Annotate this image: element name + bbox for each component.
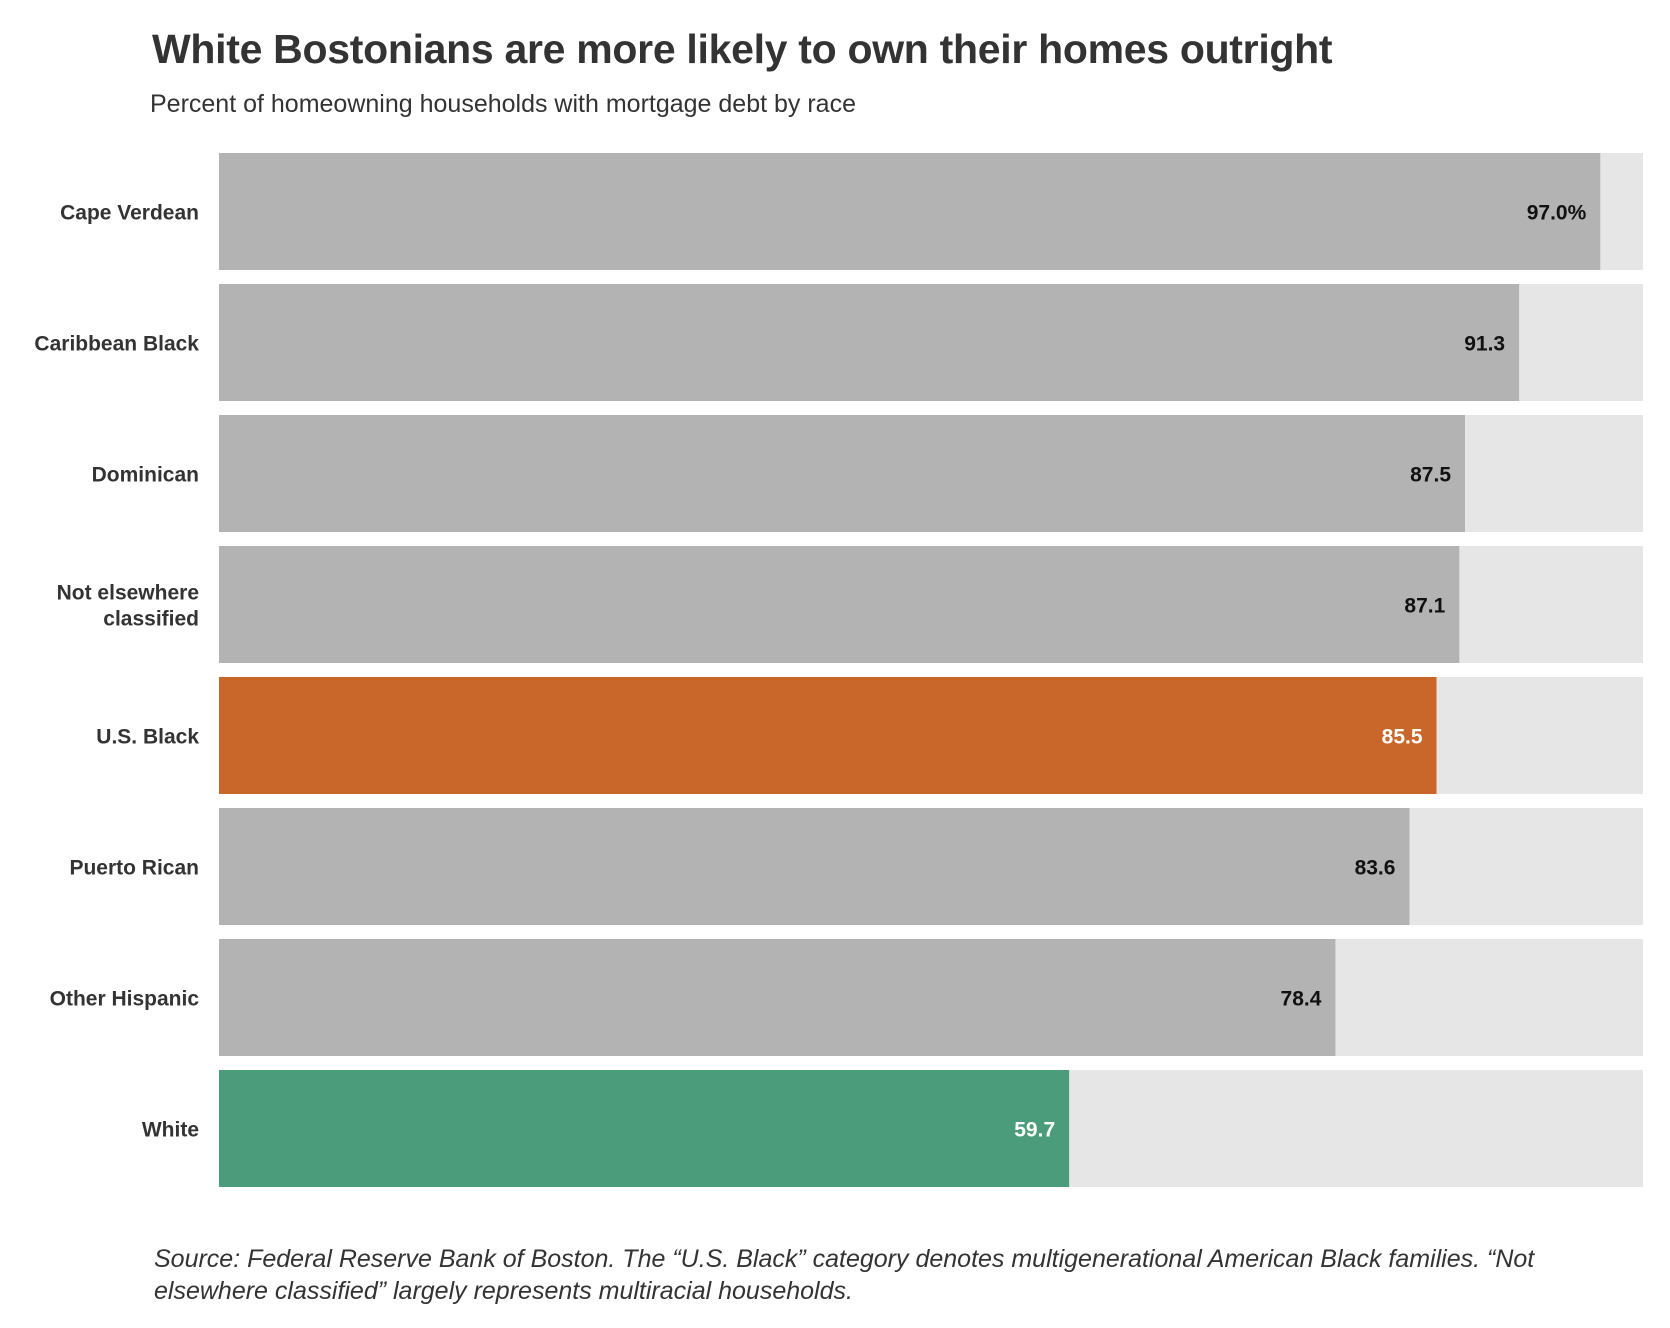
- bar-value-label: 97.0%: [1527, 202, 1587, 225]
- bar: [219, 153, 1601, 270]
- bar-value-label: 59.7: [1014, 1119, 1055, 1142]
- category-label: Caribbean Black: [34, 333, 199, 356]
- bar: [219, 284, 1520, 401]
- bar: [219, 808, 1410, 925]
- category-label: Other Hispanic: [50, 988, 200, 1011]
- bar-value-label: 83.6: [1355, 857, 1396, 880]
- bar: [219, 939, 1336, 1056]
- bar-value-label: 87.1: [1404, 595, 1445, 618]
- category-label: U.S. Black: [96, 726, 199, 749]
- bar: [219, 677, 1437, 794]
- category-label: Puerto Rican: [69, 857, 199, 880]
- bar-value-label: 85.5: [1382, 726, 1423, 749]
- source-note: Source: Federal Reserve Bank of Boston. …: [154, 1245, 1535, 1305]
- category-label: Dominican: [92, 464, 199, 487]
- category-label: White: [142, 1119, 199, 1142]
- bar: [219, 415, 1465, 532]
- chart-subtitle: Percent of homeowning households with mo…: [150, 90, 856, 118]
- bar-value-label: 87.5: [1410, 464, 1451, 487]
- bar-value-label: 91.3: [1464, 333, 1505, 356]
- category-label: Cape Verdean: [60, 202, 199, 225]
- bar: [219, 546, 1460, 663]
- bar: [219, 1070, 1070, 1187]
- bar-value-label: 78.4: [1281, 988, 1322, 1011]
- chart-title: White Bostonians are more likely to own …: [152, 26, 1333, 72]
- category-label: Not elsewhere classified: [57, 582, 199, 631]
